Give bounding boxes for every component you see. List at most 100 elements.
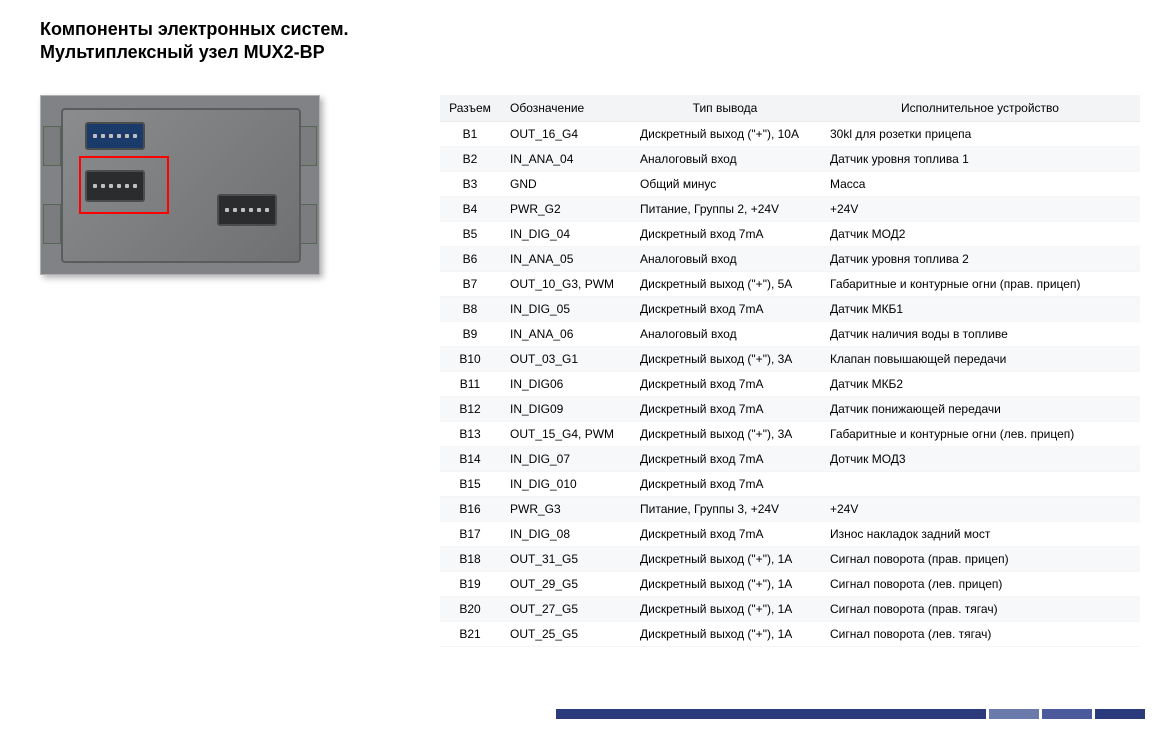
- table-cell: B8: [440, 296, 500, 321]
- table-row: B19OUT_29_G5Дискретный выход ("+"), 1АСи…: [440, 571, 1140, 596]
- table-cell: B9: [440, 321, 500, 346]
- table-cell: Питание, Группы 3, +24V: [630, 496, 820, 521]
- col-designation: Обозначение: [500, 95, 630, 122]
- table-header-row: Разъем Обозначение Тип вывода Исполнител…: [440, 95, 1140, 122]
- pin-table-wrap: Разъем Обозначение Тип вывода Исполнител…: [440, 95, 1175, 647]
- table-cell: Аналоговый вход: [630, 321, 820, 346]
- table-cell: B5: [440, 221, 500, 246]
- table-cell: +24V: [820, 196, 1140, 221]
- table-cell: B7: [440, 271, 500, 296]
- table-cell: Общий минус: [630, 171, 820, 196]
- table-row: B15IN_DIG_010Дискретный вход 7mA: [440, 471, 1140, 496]
- table-cell: OUT_10_G3, PWM: [500, 271, 630, 296]
- table-row: B6IN_ANA_05Аналоговый входДатчик уровня …: [440, 246, 1140, 271]
- connector-highlight: [79, 156, 169, 214]
- table-cell: OUT_29_G5: [500, 571, 630, 596]
- content-area: Разъем Обозначение Тип вывода Исполнител…: [0, 95, 1175, 647]
- table-row: B2IN_ANA_04Аналоговый входДатчик уровня …: [440, 146, 1140, 171]
- table-cell: PWR_G3: [500, 496, 630, 521]
- table-cell: Сигнал поворота (прав. тягач): [820, 596, 1140, 621]
- footer-bar-icon: [1042, 709, 1092, 719]
- table-cell: B18: [440, 546, 500, 571]
- col-output-type: Тип вывода: [630, 95, 820, 122]
- table-row: B12IN_DIG09Дискретный вход 7mAДатчик пон…: [440, 396, 1140, 421]
- table-row: B7OUT_10_G3, PWMДискретный выход ("+"), …: [440, 271, 1140, 296]
- table-row: B17IN_DIG_08Дискретный вход 7mAИзнос нак…: [440, 521, 1140, 546]
- table-cell: IN_DIG_010: [500, 471, 630, 496]
- table-cell: B13: [440, 421, 500, 446]
- mount-tab-icon: [43, 126, 61, 166]
- table-cell: Датчик понижающей передачи: [820, 396, 1140, 421]
- table-cell: Дискретный выход ("+"), 10А: [630, 121, 820, 146]
- table-cell: B14: [440, 446, 500, 471]
- table-cell: PWR_G2: [500, 196, 630, 221]
- table-cell: IN_ANA_05: [500, 246, 630, 271]
- table-row: B13OUT_15_G4, PWMДискретный выход ("+"),…: [440, 421, 1140, 446]
- table-cell: Сигнал поворота (лев. тягач): [820, 621, 1140, 646]
- table-cell: IN_DIG_05: [500, 296, 630, 321]
- table-cell: 30kl для розетки прицепа: [820, 121, 1140, 146]
- connector-c-icon: [217, 194, 277, 226]
- page-header: Компоненты электронных систем. Мультипле…: [0, 0, 1175, 65]
- table-cell: IN_DIG09: [500, 396, 630, 421]
- table-row: B14IN_DIG_07Дискретный вход 7mAДотчик МО…: [440, 446, 1140, 471]
- table-cell: Дискретный выход ("+"), 5А: [630, 271, 820, 296]
- table-cell: Аналоговый вход: [630, 246, 820, 271]
- table-cell: B19: [440, 571, 500, 596]
- table-cell: Износ накладок задний мост: [820, 521, 1140, 546]
- table-cell: Дискретный вход 7mA: [630, 371, 820, 396]
- table-row: B1OUT_16_G4Дискретный выход ("+"), 10А30…: [440, 121, 1140, 146]
- table-cell: IN_ANA_04: [500, 146, 630, 171]
- table-cell: Масса: [820, 171, 1140, 196]
- table-cell: B4: [440, 196, 500, 221]
- table-cell: IN_DIG_04: [500, 221, 630, 246]
- table-cell: Датчик МОД2: [820, 221, 1140, 246]
- title-line1: Компоненты электронных систем.: [40, 19, 349, 39]
- table-row: B21OUT_25_G5Дискретный выход ("+"), 1АСи…: [440, 621, 1140, 646]
- table-cell: OUT_27_G5: [500, 596, 630, 621]
- mount-tab-icon: [43, 204, 61, 244]
- footer-bar-icon: [989, 709, 1039, 719]
- mount-tab-icon: [299, 126, 317, 166]
- title-line2: Мультиплексный узел MUX2-BP: [40, 42, 325, 62]
- table-cell: Дискретный выход ("+"), 1А: [630, 596, 820, 621]
- table-cell: B12: [440, 396, 500, 421]
- table-cell: Аналоговый вход: [630, 146, 820, 171]
- table-cell: Габаритные и контурные огни (прав. прице…: [820, 271, 1140, 296]
- table-cell: OUT_03_G1: [500, 346, 630, 371]
- table-cell: IN_DIG_07: [500, 446, 630, 471]
- table-cell: B21: [440, 621, 500, 646]
- table-cell: Сигнал поворота (прав. прицеп): [820, 546, 1140, 571]
- table-cell: B17: [440, 521, 500, 546]
- table-cell: [820, 471, 1140, 496]
- table-cell: Дискретный вход 7mA: [630, 296, 820, 321]
- table-cell: Дискретный выход ("+"), 3А: [630, 421, 820, 446]
- table-cell: B1: [440, 121, 500, 146]
- table-row: B9IN_ANA_06Аналоговый входДатчик наличия…: [440, 321, 1140, 346]
- table-cell: IN_DIG06: [500, 371, 630, 396]
- table-cell: OUT_15_G4, PWM: [500, 421, 630, 446]
- table-cell: Датчик МКБ2: [820, 371, 1140, 396]
- table-row: B16PWR_G3Питание, Группы 3, +24V+24V: [440, 496, 1140, 521]
- table-cell: Сигнал поворота (лев. прицеп): [820, 571, 1140, 596]
- table-cell: Дискретный выход ("+"), 1А: [630, 621, 820, 646]
- table-cell: B2: [440, 146, 500, 171]
- table-cell: B11: [440, 371, 500, 396]
- table-row: B20OUT_27_G5Дискретный выход ("+"), 1АСи…: [440, 596, 1140, 621]
- table-cell: Дискретный вход 7mA: [630, 521, 820, 546]
- table-cell: B16: [440, 496, 500, 521]
- table-cell: Датчик МКБ1: [820, 296, 1140, 321]
- table-row: B11IN_DIG06Дискретный вход 7mAДатчик МКБ…: [440, 371, 1140, 396]
- table-cell: Датчик наличия воды в топливе: [820, 321, 1140, 346]
- table-cell: Дискретный вход 7mA: [630, 221, 820, 246]
- table-row: B10OUT_03_G1Дискретный выход ("+"), 3АКл…: [440, 346, 1140, 371]
- footer-bar-icon: [1095, 709, 1145, 719]
- table-cell: Датчик уровня топлива 1: [820, 146, 1140, 171]
- table-cell: OUT_16_G4: [500, 121, 630, 146]
- table-cell: OUT_31_G5: [500, 546, 630, 571]
- connector-b-upper-icon: [85, 122, 145, 150]
- table-cell: Датчик уровня топлива 2: [820, 246, 1140, 271]
- footer-decoration: [556, 709, 1145, 719]
- table-row: B3GNDОбщий минусМасса: [440, 171, 1140, 196]
- table-cell: Дискретный выход ("+"), 1А: [630, 571, 820, 596]
